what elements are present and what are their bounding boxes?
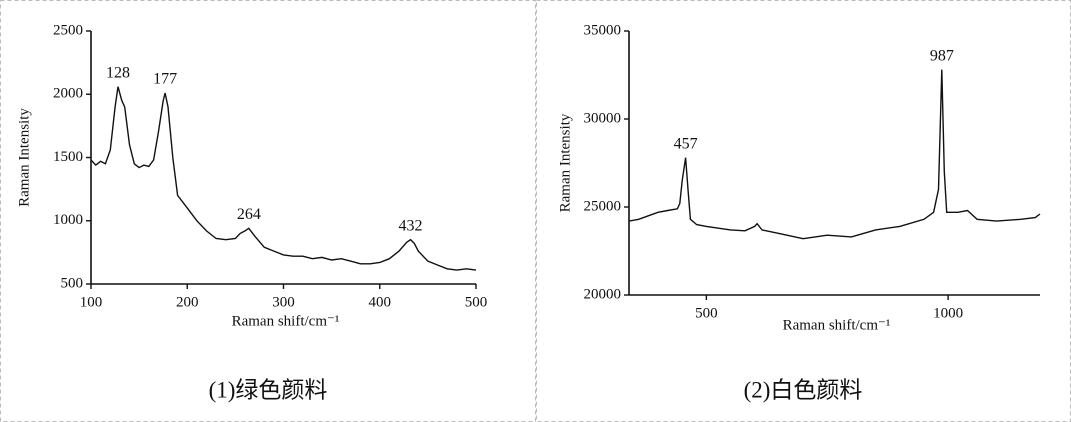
x-tick-label: 300 <box>272 294 295 310</box>
x-tick-label: 200 <box>176 294 199 310</box>
y-tick-label: 2000 <box>53 86 83 102</box>
caption: (1)绿色颜料 <box>209 377 328 402</box>
x-tick-label: 100 <box>80 294 103 310</box>
y-tick-label: 2500 <box>53 22 83 38</box>
peak-label: 128 <box>106 64 130 81</box>
x-tick-label: 400 <box>369 294 392 310</box>
peak-label: 987 <box>930 47 954 64</box>
caption: (2)白色颜料 <box>744 377 863 402</box>
y-axis-label: Raman Intensity <box>16 108 32 207</box>
y-tick-label: 35000 <box>584 22 622 38</box>
x-tick-label: 500 <box>465 294 488 310</box>
y-tick-label: 1500 <box>53 149 83 165</box>
y-tick-label: 20000 <box>584 286 622 302</box>
y-tick-label: 30000 <box>584 110 622 126</box>
y-tick-label: 1000 <box>53 212 83 228</box>
x-tick-label: 1000 <box>933 305 963 321</box>
spectrum-line <box>628 69 1041 240</box>
x-axis-label: Raman shift/cm⁻¹ <box>783 317 891 333</box>
peak-label: 264 <box>237 206 261 223</box>
y-tick-label: 25000 <box>584 198 622 214</box>
y-tick-label: 500 <box>61 275 84 291</box>
x-axis-label: Raman shift/cm⁻¹ <box>232 313 340 329</box>
x-tick-label: 500 <box>695 305 718 321</box>
peak-label: 177 <box>153 71 177 88</box>
spectrum-line <box>90 86 477 271</box>
peak-label: 432 <box>399 217 423 234</box>
panel-frame <box>0 0 536 422</box>
y-axis-label: Raman Intensity <box>557 113 573 212</box>
peak-label: 457 <box>674 135 698 152</box>
